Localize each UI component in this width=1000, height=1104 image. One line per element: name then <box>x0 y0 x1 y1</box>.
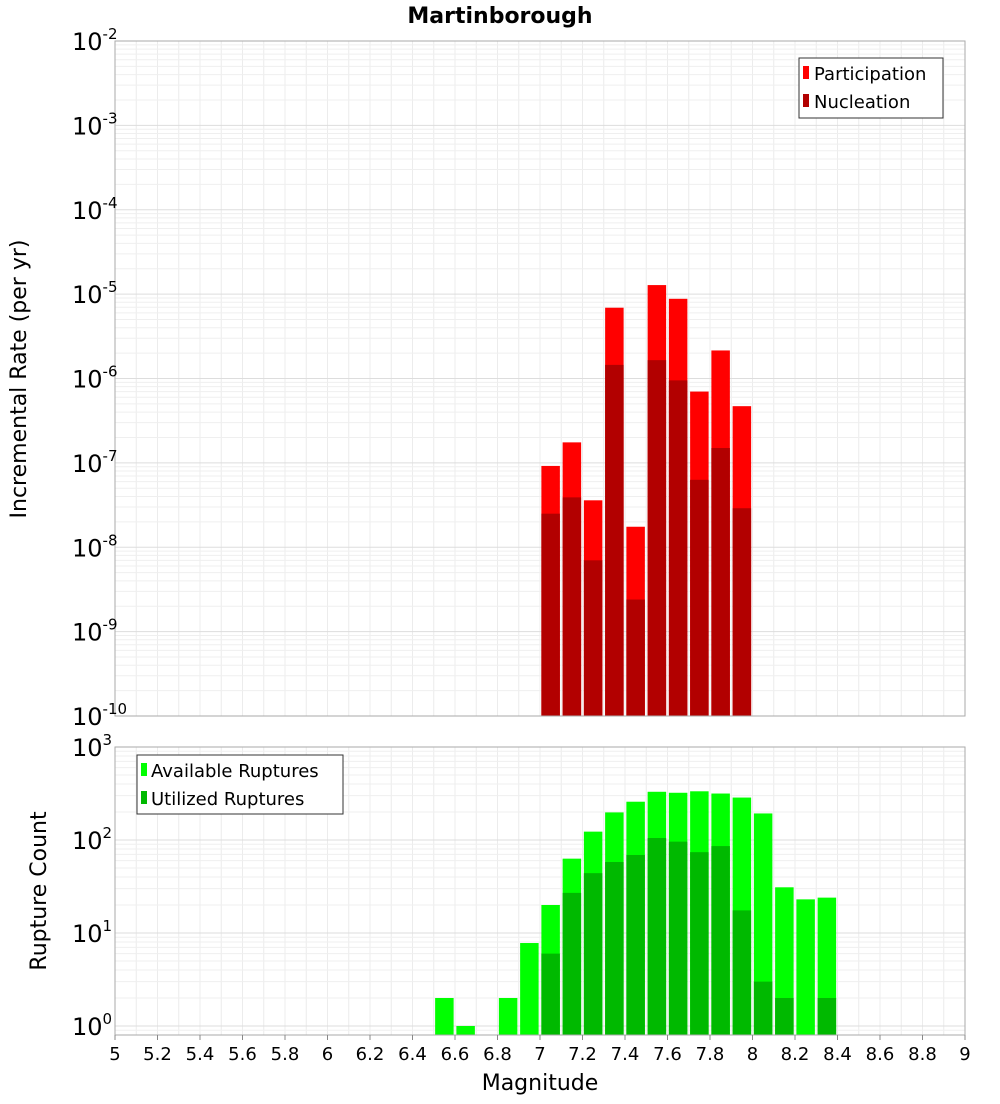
bar-utilized-ruptures <box>711 846 730 1035</box>
x-tick-label: 5.4 <box>186 1044 215 1065</box>
bar-utilized-ruptures <box>647 838 667 1035</box>
top-legend: Participation Nucleation <box>798 57 944 119</box>
y-tick-label: 101 <box>72 917 112 948</box>
bottom-y-axis-ticks: 103 102 101 100 <box>72 731 112 1041</box>
y-tick-label: 100 <box>72 1010 112 1041</box>
bar-available-ruptures <box>435 997 454 1035</box>
legend-label-nucleation: Nucleation <box>814 92 910 113</box>
x-tick-label: 7 <box>534 1044 545 1065</box>
x-tick-label: 5.8 <box>271 1044 300 1065</box>
y-tick-label: 10-2 <box>72 25 118 56</box>
x-tick-label: 6 <box>322 1044 333 1065</box>
bar-nucleation <box>605 364 624 716</box>
bar-nucleation <box>711 448 730 716</box>
legend-swatch-nucleation <box>803 94 809 107</box>
y-tick-label: 10-5 <box>72 278 118 309</box>
bar-nucleation <box>647 360 667 716</box>
top-plot-frame <box>114 40 966 717</box>
top-gridlines <box>114 40 966 717</box>
bottom-bars <box>435 791 837 1035</box>
x-tick-label: 8.4 <box>823 1044 852 1065</box>
bar-utilized-ruptures <box>668 841 688 1035</box>
bar-utilized-ruptures <box>753 981 773 1035</box>
bar-nucleation <box>583 560 603 716</box>
top-y-axis-label: Incremental Rate (per yr) <box>7 240 32 519</box>
bar-nucleation <box>626 599 645 716</box>
x-tick-label: 7.4 <box>611 1044 640 1065</box>
x-tick-label: 8.6 <box>866 1044 895 1065</box>
bar-utilized-ruptures <box>732 910 752 1035</box>
bar-utilized-ruptures <box>626 854 645 1035</box>
bottom-y-axis-label: Rupture Count <box>27 811 52 971</box>
y-tick-label: 10-7 <box>72 447 118 478</box>
bottom-legend-box <box>136 754 344 815</box>
x-axis-label: Magnitude <box>482 1071 599 1096</box>
y-tick-label: 10-10 <box>72 700 127 731</box>
legend-label-participation: Participation <box>814 64 926 85</box>
bar-utilized-ruptures <box>775 997 794 1035</box>
bar-available-ruptures <box>796 899 815 1035</box>
bar-available-ruptures <box>520 943 539 1035</box>
bar-nucleation <box>668 380 688 716</box>
top-y-axis-ticks: 10-2 10-3 10-4 10-5 10-6 10-7 10-8 10-9 10-10 <box>72 25 127 731</box>
y-tick-label: 10-3 <box>72 109 118 140</box>
x-tick-label: 6.6 <box>441 1044 470 1065</box>
legend-label-available: Available Ruptures <box>151 761 319 782</box>
bar-available-ruptures <box>498 997 518 1035</box>
bar-available-ruptures <box>753 813 773 1035</box>
top-bars <box>541 285 752 716</box>
bar-nucleation <box>562 497 582 716</box>
x-tick-label: 7.2 <box>568 1044 597 1065</box>
bar-utilized-ruptures <box>562 892 582 1035</box>
bar-utilized-ruptures <box>605 861 624 1035</box>
top-legend-box <box>798 57 944 119</box>
y-tick-label: 10-9 <box>72 616 118 647</box>
x-tick-label: 6.2 <box>356 1044 385 1065</box>
x-tick-label: 6.4 <box>398 1044 427 1065</box>
x-tick-label: 8.2 <box>781 1044 810 1065</box>
bar-utilized-ruptures <box>690 852 709 1035</box>
x-tick-label: 5.2 <box>143 1044 172 1065</box>
x-tick-label: 7.6 <box>653 1044 682 1065</box>
bar-nucleation <box>690 479 709 716</box>
bar-utilized-ruptures <box>541 953 560 1035</box>
chart-title: Martinborough <box>407 4 592 29</box>
legend-label-utilized: Utilized Ruptures <box>151 789 304 810</box>
x-tick-label: 5 <box>109 1044 120 1065</box>
bar-nucleation <box>732 508 752 716</box>
bar-utilized-ruptures <box>817 997 837 1035</box>
x-tick-label: 6.8 <box>483 1044 512 1065</box>
y-tick-label: 10-8 <box>72 531 118 562</box>
x-axis-ticks: 5 5.2 5.4 5.6 5.8 6 6.2 6.4 6.6 6.8 7 7.2 7.4 7.6 7.8 8… <box>109 1035 971 1065</box>
x-tick-label: 9 <box>959 1044 970 1065</box>
x-tick-label: 8 <box>747 1044 758 1065</box>
bar-nucleation <box>541 513 560 716</box>
y-tick-label: 10-4 <box>72 194 118 225</box>
bar-available-ruptures <box>456 1025 475 1035</box>
bottom-legend: Available Ruptures Utilized Ruptures <box>136 754 344 815</box>
x-tick-label: 5.6 <box>228 1044 257 1065</box>
y-tick-label: 10-6 <box>72 363 118 394</box>
y-tick-label: 103 <box>72 731 112 762</box>
x-tick-label: 7.8 <box>696 1044 725 1065</box>
x-tick-label: 8.8 <box>908 1044 937 1065</box>
bar-utilized-ruptures <box>583 873 603 1035</box>
legend-swatch-participation <box>803 66 809 79</box>
legend-swatch-utilized <box>141 791 147 804</box>
y-tick-label: 102 <box>72 824 112 855</box>
legend-swatch-available <box>141 763 147 776</box>
